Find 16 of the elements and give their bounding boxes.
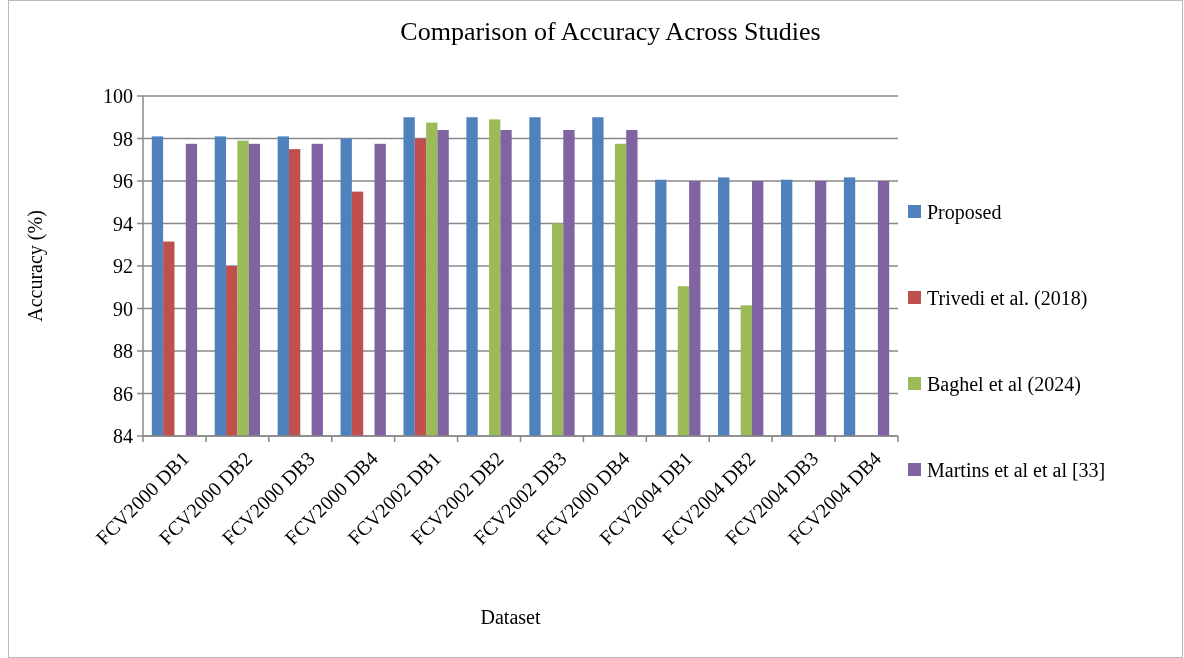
y-tick-label: 98	[113, 127, 133, 150]
legend-label: Martins et al et al [33]	[927, 459, 1106, 481]
legend-label: Baghel et al (2024)	[927, 373, 1081, 396]
y-axis-title: Accuracy (%)	[24, 210, 47, 322]
legend-label: Proposed	[927, 201, 1002, 224]
y-tick-label: 90	[113, 297, 133, 320]
chart-title: Comparison of Accuracy Across Studies	[400, 17, 821, 46]
y-tick-label: 88	[113, 340, 133, 362]
y-tick-label: 92	[113, 255, 133, 277]
y-tick-label: 84	[113, 425, 133, 447]
x-axis-title: Dataset	[480, 606, 541, 628]
y-tick-label: 94	[113, 212, 133, 235]
legend-label: Trivedi et al. (2018)	[927, 287, 1088, 310]
y-tick-label: 86	[113, 382, 133, 405]
y-tick-label: 100	[103, 85, 133, 107]
y-tick-label: 96	[113, 170, 133, 192]
